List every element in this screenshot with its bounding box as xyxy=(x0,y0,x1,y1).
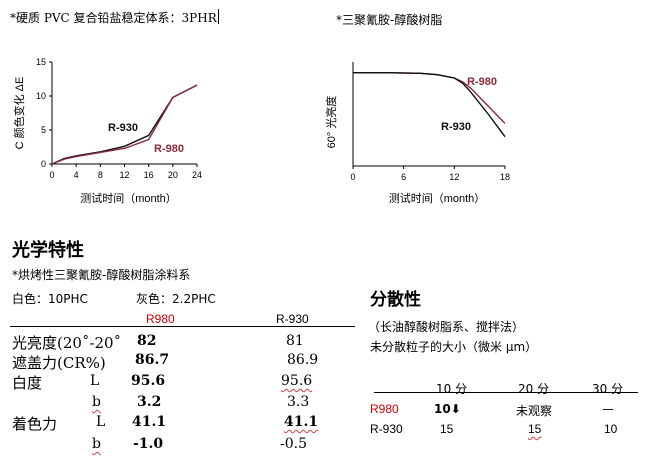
row-tint-sub: L xyxy=(96,414,106,430)
color-change-chart: 0 4 8 12 16 20 24 0 5 10 15 R-930 R-980 C 颜色变化 ΔE 测试时间… xyxy=(12,57,202,205)
optical-header-rule xyxy=(10,326,355,327)
row-hiding-label: 遮盖力(CR%) xyxy=(12,354,106,372)
dispersion-line2: 未分散粒子的大小（微米 μm） xyxy=(370,340,538,354)
x-tick-label: 6 xyxy=(401,172,406,182)
col-r980-header: R980 xyxy=(146,312,175,326)
row-gloss-r930: 81 xyxy=(286,333,304,349)
row-whiteness-b-r980: 3.2 xyxy=(137,394,162,410)
x-tick-label: 12 xyxy=(449,172,459,182)
gray-label: 灰色：2.2PHC xyxy=(136,292,216,306)
col-r930-header: R-930 xyxy=(276,312,309,326)
row-tint-r930: 41.1 xyxy=(284,414,319,430)
y-axis-label: C 颜色变化 ΔE xyxy=(12,77,26,150)
row-hiding-r930: 86.9 xyxy=(287,352,319,368)
left-chart-heading-text: *硬质 PVC 复合铅盐稳定体系：3PHR xyxy=(10,11,217,25)
x-tick-label: 16 xyxy=(144,170,154,180)
right-chart-heading: *三聚氰胺-醇酸树脂 xyxy=(336,13,443,27)
x-tick-label: 12 xyxy=(119,170,129,180)
dispersion-header-rule xyxy=(374,392,638,393)
x-tick-label: 0 xyxy=(49,170,54,180)
dispersion-row-r930-name: R-930 xyxy=(370,422,403,436)
left-chart-heading: *硬质 PVC 复合铅盐稳定体系：3PHR xyxy=(10,9,219,26)
optical-subheading: *烘烤性三聚氰胺-醇酸树脂涂料系 xyxy=(12,268,191,282)
x-tick-label: 24 xyxy=(192,170,202,180)
series-label-r980: R-980 xyxy=(467,76,497,88)
dispersion-line1: （长油醇酸树脂系、搅拌法） xyxy=(368,320,525,334)
series-line-r-930 xyxy=(353,71,506,138)
row-hiding-r980: 86.7 xyxy=(135,352,170,368)
y-tick-label: 5 xyxy=(41,125,46,135)
dispersion-row-r930-20: 15 xyxy=(528,422,542,436)
x-tick-label: 4 xyxy=(74,170,79,180)
row-whiteness-label: 白度 xyxy=(12,374,43,392)
y-axis-label: 60° 光亮度 xyxy=(324,96,338,149)
row-whiteness-sub: L xyxy=(90,373,100,389)
white-label: 白色：10PHC xyxy=(12,292,88,306)
y-tick-label: 0 xyxy=(41,159,46,169)
series-label-r930: R-930 xyxy=(441,121,471,133)
series-line-r-980 xyxy=(51,84,198,165)
y-tick-label: 10 xyxy=(36,91,46,101)
dispersion-header-10: 10 分 xyxy=(436,382,468,396)
x-tick-label: 18 xyxy=(500,172,510,182)
optical-heading: 光学特性 xyxy=(12,240,84,261)
series-label-r930: R-930 xyxy=(108,122,138,134)
dispersion-row-r980-30: — xyxy=(602,402,614,416)
row-whiteness-r930: 95.6 xyxy=(281,373,313,389)
dispersion-row-r930-30: 10 xyxy=(604,422,618,436)
x-tick-label: 8 xyxy=(98,170,103,180)
row-tint-b-r980: -1.0 xyxy=(133,436,164,452)
dispersion-header-20: 20 分 xyxy=(518,382,550,396)
row-whiteness-b-r930: 3.3 xyxy=(287,394,310,410)
x-tick-label: 0 xyxy=(350,172,355,182)
y-tick-label: 15 xyxy=(36,57,46,67)
x-axis-label: 测试时间（month） xyxy=(80,192,177,205)
text-cursor xyxy=(217,9,219,24)
row-tint-label: 着色力 xyxy=(12,415,58,433)
row-tint-b-sub: b xyxy=(92,436,101,452)
x-axis-label: 测试时间（month） xyxy=(389,192,486,205)
dispersion-row-r930-10: 15 xyxy=(440,422,454,436)
row-whiteness-b-sub: b xyxy=(92,394,101,410)
dispersion-row-r980-name: R980 xyxy=(370,402,399,416)
row-tint-b-r930: -0.5 xyxy=(280,436,307,452)
dispersion-row-r980-20: 未观察 xyxy=(516,404,553,418)
row-gloss-r980: 82 xyxy=(137,333,157,349)
dispersion-row-r980-10: 10⬇ xyxy=(434,402,461,416)
series-label-r980: R-980 xyxy=(154,143,184,155)
dispersion-header-30: 30 分 xyxy=(592,382,624,396)
dispersion-heading: 分散性 xyxy=(370,290,421,310)
row-tint-r980: 41.1 xyxy=(132,414,167,430)
row-whiteness-r980: 95.6 xyxy=(131,373,166,389)
row-gloss-label: 光亮度(20˚-20˚ xyxy=(12,334,122,352)
x-tick-label: 20 xyxy=(168,170,178,180)
